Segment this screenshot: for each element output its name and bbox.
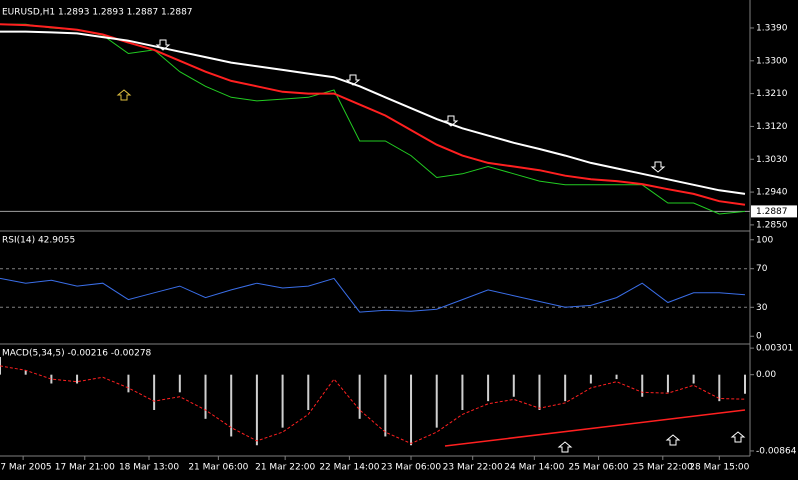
arrow-down <box>650 161 666 173</box>
x-tick-label: 18 Mar 13:00 <box>119 463 179 473</box>
y-tick-label: 100 <box>756 235 773 245</box>
chart-title: RSI(14) 42.9055 <box>2 236 75 246</box>
chart-title: EURUSD,H1 1.2893 1.2893 1.2887 1.2887 <box>2 8 193 18</box>
y-tick-label: -0.00864 <box>756 446 797 456</box>
x-tick-label: 23 Mar 06:00 <box>381 463 441 473</box>
arrow-up <box>116 89 132 101</box>
x-tick-label: 17 Mar 2005 <box>0 463 52 473</box>
y-tick-label: 0.00301 <box>756 344 793 354</box>
arrow-down <box>345 74 361 86</box>
series-line <box>0 277 746 313</box>
y-tick-label: 70 <box>756 264 768 274</box>
chart-title: MACD(5,34,5) -0.00216 -0.00278 <box>2 349 152 359</box>
frame <box>0 0 751 457</box>
y-tick-label: 30 <box>756 303 768 313</box>
y-tick-label: 1.3210 <box>756 89 788 99</box>
y-tick-label: 1.2940 <box>756 188 788 198</box>
x-tick-label: 17 Mar 21:00 <box>55 463 115 473</box>
y-tick-label: 1.3390 <box>756 23 788 33</box>
arrow-down <box>155 39 171 51</box>
y-tick-label: 1.3120 <box>756 122 788 132</box>
arrow-down <box>443 115 459 127</box>
y-tick-label: 0 <box>756 332 762 342</box>
x-tick-label: 28 Mar 15:00 <box>689 463 749 473</box>
series-line <box>0 30 746 195</box>
arrow-up <box>730 431 746 443</box>
x-tick-label: 23 Mar 22:00 <box>443 463 503 473</box>
x-tick-label: 21 Mar 22:00 <box>255 463 315 473</box>
fractal-arrows <box>116 39 746 453</box>
x-tick-label: 21 Mar 06:00 <box>188 463 248 473</box>
arrow-up <box>665 434 681 446</box>
x-tick-label: 25 Mar 22:00 <box>633 463 693 473</box>
y-tick-label: 1.3030 <box>756 155 788 165</box>
arrow-up <box>557 441 573 453</box>
series-line <box>0 23 746 215</box>
y-tick-label: 0.00 <box>756 370 776 380</box>
x-tick-label: 24 Mar 14:00 <box>504 463 564 473</box>
price-box <box>751 205 797 218</box>
x-tick-label: 25 Mar 06:00 <box>569 463 629 473</box>
y-tick-label: 1.3300 <box>756 56 788 66</box>
price-label: 1.2887 <box>756 207 788 217</box>
series-line <box>0 365 746 445</box>
x-tick-label: 22 Mar 14:00 <box>319 463 379 473</box>
trend-line <box>444 409 746 447</box>
y-tick-label: 1.2850 <box>756 220 788 230</box>
series-line <box>0 23 746 206</box>
